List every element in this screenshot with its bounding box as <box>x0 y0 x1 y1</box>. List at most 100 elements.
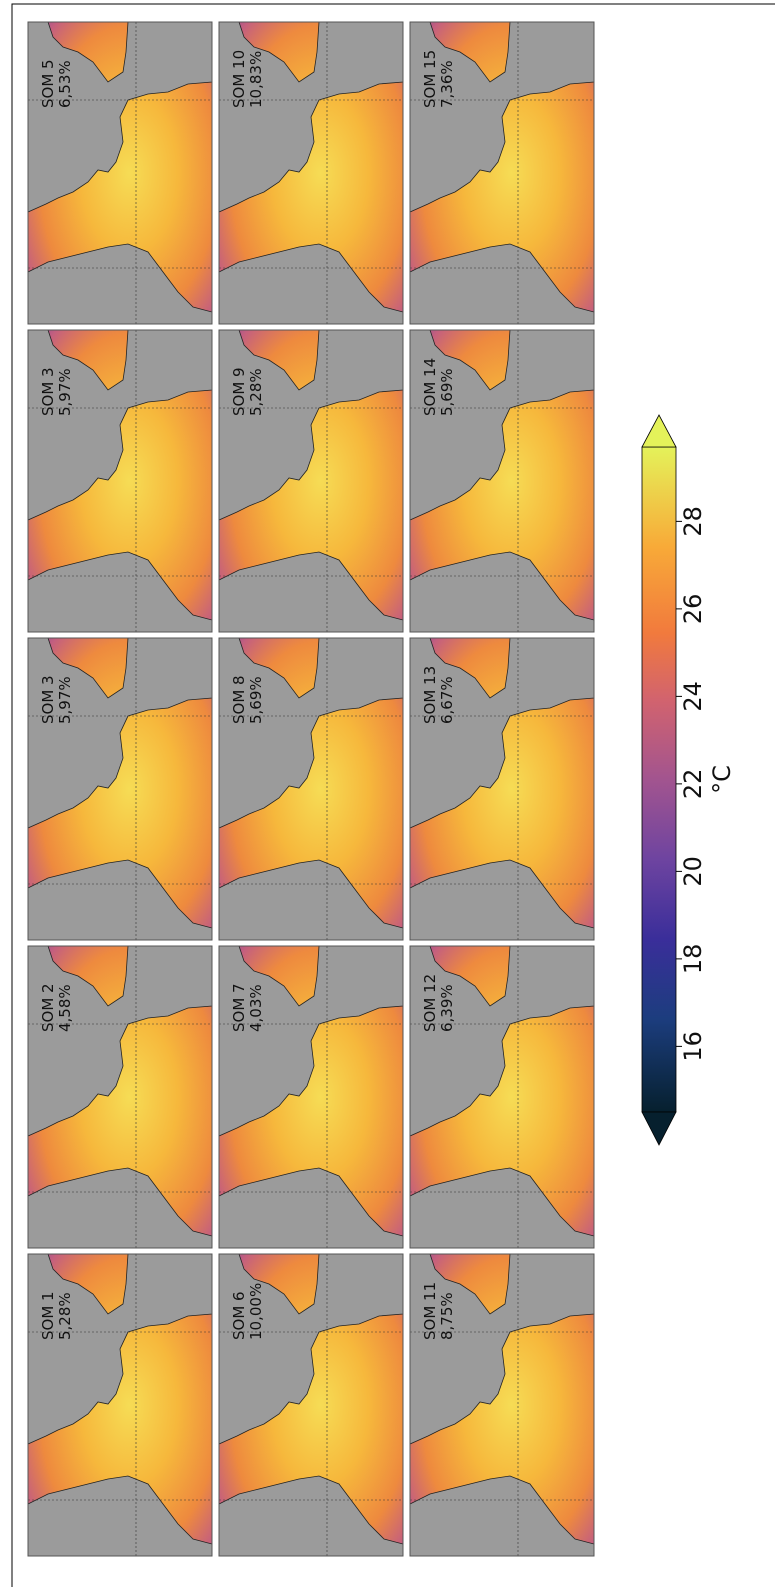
map-panel: SOM 3 5,97% <box>27 329 213 633</box>
land <box>409 1167 595 1249</box>
map-panel: SOM 6 10,00% <box>218 1253 404 1557</box>
colorbar-extend-high <box>641 414 677 448</box>
map-panel: SOM 3 5,97% <box>27 637 213 941</box>
panel-frame <box>218 945 404 1249</box>
panel-share: 4,58% <box>56 984 74 1032</box>
panel-title: SOM 13 <box>421 666 439 724</box>
map-panel: SOM 5 6,53% <box>27 21 213 325</box>
panel-share: 5,97% <box>56 676 74 724</box>
panel-share: 5,28% <box>247 368 265 416</box>
panel-frame <box>409 1253 595 1557</box>
panel-title: SOM 7 <box>230 983 248 1032</box>
land <box>218 1167 404 1249</box>
colorbar-tick-label: 24 <box>679 681 707 712</box>
panel-title: SOM 11 <box>421 1282 439 1340</box>
land <box>409 945 595 1137</box>
panel-frame <box>27 1253 213 1557</box>
land <box>409 329 595 521</box>
panel-share: 10,00% <box>247 1283 265 1340</box>
map-panel: SOM 14 5,69% <box>409 329 595 633</box>
map-panel: SOM 2 4,58% <box>27 945 213 1249</box>
land <box>218 945 404 1137</box>
land <box>409 859 595 941</box>
map-panel: SOM 9 5,28% <box>218 329 404 633</box>
land <box>409 1253 595 1445</box>
colorbar-tick-label: 26 <box>679 594 707 625</box>
panel-share: 4,03% <box>247 984 265 1032</box>
land <box>218 329 404 521</box>
colorbar-tick-label: 22 <box>679 769 707 800</box>
panel-title: SOM 5 <box>39 59 57 108</box>
panel-share: 5,28% <box>56 1292 74 1340</box>
panel-title: SOM 15 <box>421 50 439 108</box>
panel-frame <box>218 1253 404 1557</box>
colorbar-tick-label: 18 <box>679 944 707 975</box>
panel-frame <box>409 637 595 941</box>
colorbar-tick-label: 20 <box>679 856 707 887</box>
map-panel: SOM 12 6,39% <box>409 945 595 1249</box>
land <box>409 21 595 213</box>
land <box>27 1253 213 1445</box>
panel-share: 5,69% <box>247 676 265 724</box>
land <box>218 21 404 213</box>
panel-title: SOM 1 <box>39 1291 57 1340</box>
colorbar-tick-label: 16 <box>679 1031 707 1062</box>
panel-title: SOM 8 <box>230 675 248 724</box>
land <box>27 945 213 1137</box>
panel-frame <box>218 637 404 941</box>
panel-title: SOM 2 <box>39 983 57 1032</box>
map-panel: SOM 1 5,28% <box>27 1253 213 1557</box>
land <box>218 1475 404 1557</box>
panel-frame <box>27 945 213 1249</box>
panel-share: 6,39% <box>438 984 456 1032</box>
panel-title: SOM 9 <box>230 367 248 416</box>
panel-grid: SOM 1 5,28%SOM 2 4,58%SOM 3 5,97%SOM 3 5,97%… <box>27 21 595 1557</box>
figure-border <box>11 3 775 1591</box>
panel-frame <box>27 637 213 941</box>
land <box>218 637 404 829</box>
panel-share: 10,83% <box>247 51 265 108</box>
panel-title: SOM 10 <box>230 50 248 108</box>
panel-frame <box>409 21 595 325</box>
colorbar-extend-low <box>641 1111 677 1146</box>
panel-title: SOM 6 <box>230 1291 248 1340</box>
panel-frame <box>409 945 595 1249</box>
panel-share: 6,67% <box>438 676 456 724</box>
map-panel: SOM 10 10,83% <box>218 21 404 325</box>
map-panel: SOM 15 7,36% <box>409 21 595 325</box>
panel-frame <box>27 329 213 633</box>
panel-frame <box>218 329 404 633</box>
land <box>218 551 404 633</box>
panel-share: 8,75% <box>438 1292 456 1340</box>
colorbar-label: °C <box>708 765 736 794</box>
panel-title: SOM 3 <box>39 367 57 416</box>
panel-share: 7,36% <box>438 60 456 108</box>
panel-share: 5,97% <box>56 368 74 416</box>
land <box>409 551 595 633</box>
land <box>27 243 213 325</box>
colorbar-body <box>641 446 677 1113</box>
land <box>27 551 213 633</box>
land <box>27 859 213 941</box>
land <box>27 21 213 213</box>
land <box>27 329 213 521</box>
panel-title: SOM 12 <box>421 974 439 1032</box>
map-panel: SOM 8 5,69% <box>218 637 404 941</box>
land <box>27 1167 213 1249</box>
colorbar: 16 18 20 22 24 26 28 °C <box>641 414 736 1146</box>
panel-frame <box>218 21 404 325</box>
land <box>409 637 595 829</box>
panel-title: SOM 3 <box>39 675 57 724</box>
land <box>218 243 404 325</box>
land <box>409 243 595 325</box>
land <box>27 637 213 829</box>
land <box>409 1475 595 1557</box>
colorbar-tick-label: 28 <box>679 506 707 537</box>
panel-share: 5,69% <box>438 368 456 416</box>
land <box>27 1475 213 1557</box>
panel-frame <box>27 21 213 325</box>
map-panel: SOM 13 6,67% <box>409 637 595 941</box>
map-panel: SOM 7 4,03% <box>218 945 404 1249</box>
panel-title: SOM 14 <box>421 358 439 416</box>
